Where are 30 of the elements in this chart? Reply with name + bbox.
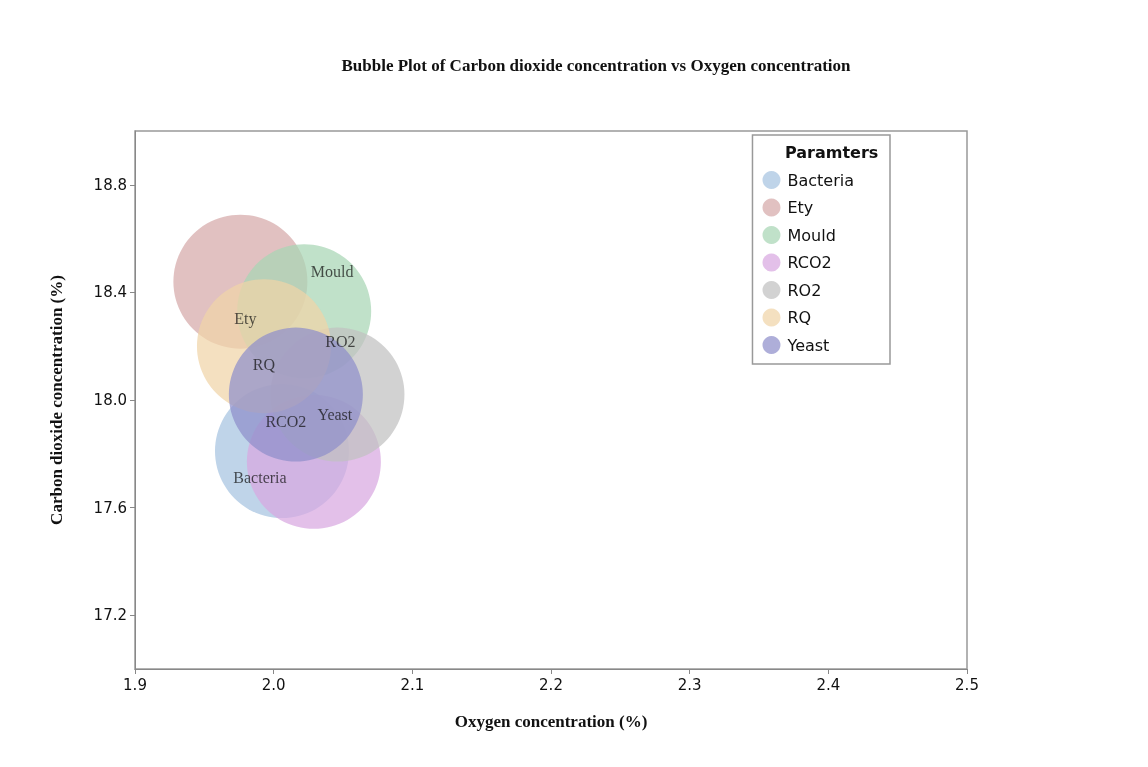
x-tick-label: 2.5 xyxy=(955,675,979,694)
x-tick-label: 2.0 xyxy=(261,675,286,694)
text: Bacteria xyxy=(233,468,287,486)
legend-label: RQ xyxy=(787,308,812,327)
legend-label: Mould xyxy=(787,225,836,245)
y-axis-title: Carbon dioxide concentration (%) xyxy=(47,275,66,525)
legend-label: RO2 xyxy=(787,280,822,300)
x-tick-label: 2.3 xyxy=(677,675,702,694)
text: RO2 xyxy=(325,333,356,351)
legend-label: RCO2 xyxy=(787,253,832,272)
x-axis-title: Oxygen concentration (%) xyxy=(454,712,648,731)
text: Mould xyxy=(310,262,354,280)
y-tick-label: 18.4 xyxy=(93,283,127,302)
text: Yeast xyxy=(317,406,353,424)
chart-title: Bubble Plot of Carbon dioxide concentration vs Oxygen concentration xyxy=(341,56,852,75)
x-tick-label: 2.1 xyxy=(400,675,425,694)
y-tick-label: 17.6 xyxy=(93,498,127,517)
text: Ety xyxy=(234,310,257,328)
legend-label: Yeast xyxy=(786,335,830,355)
x-tick-label: 2.4 xyxy=(816,675,841,694)
y-tick-label: 18.8 xyxy=(93,175,127,194)
text: RCO2 xyxy=(265,413,307,431)
legend-label: Bacteria xyxy=(787,170,855,190)
y-tick-label: 17.2 xyxy=(93,606,127,625)
legend-title: Paramters xyxy=(785,142,879,162)
x-tick-label: 2.2 xyxy=(539,675,563,694)
y-tick-label: 18.0 xyxy=(93,391,127,409)
text: RQ xyxy=(252,355,276,373)
x-tick-label: 1.9 xyxy=(123,675,147,694)
legend-label: Ety xyxy=(787,198,814,217)
